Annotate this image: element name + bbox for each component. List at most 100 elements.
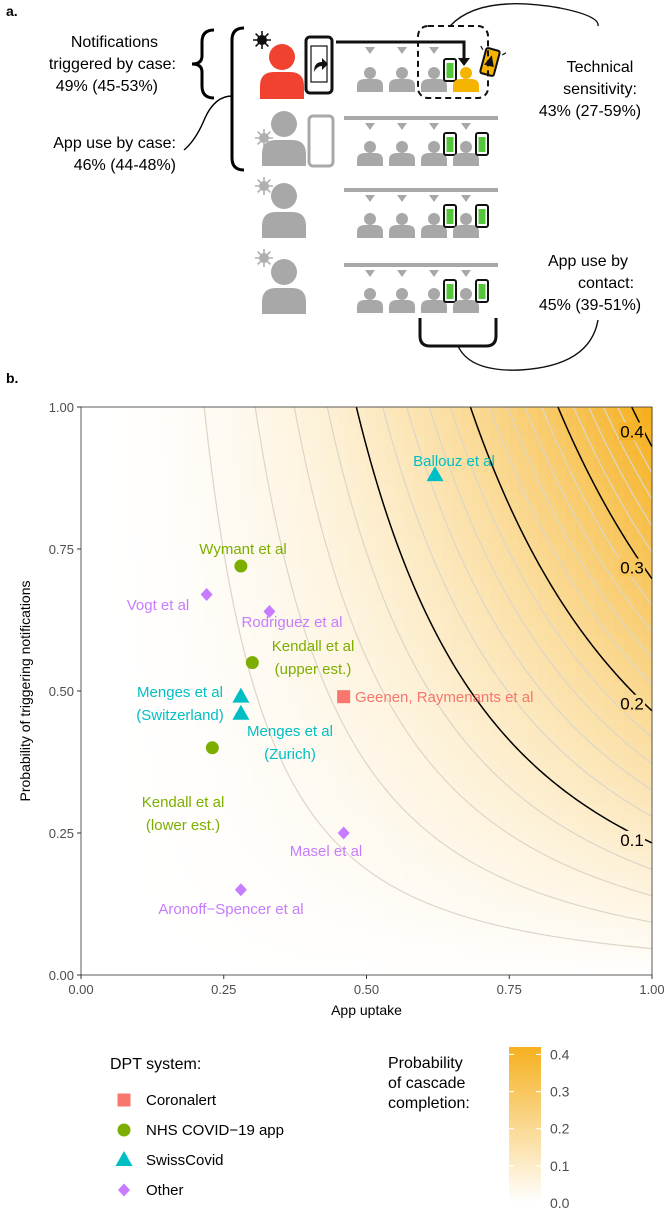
heat-cell xyxy=(185,520,196,531)
heat-cell xyxy=(423,492,434,503)
heat-cell xyxy=(290,757,301,768)
heat-cell xyxy=(223,861,234,872)
heat-cell xyxy=(642,511,653,522)
heat-cell xyxy=(632,709,644,720)
heat-cell xyxy=(204,634,215,645)
heat-cell xyxy=(318,662,330,673)
heat-cell xyxy=(185,681,196,692)
heat-cell xyxy=(547,643,558,654)
point-label: Vogt et al xyxy=(127,597,190,614)
heat-cell xyxy=(376,454,387,465)
heat-cell xyxy=(81,454,92,465)
heat-cell xyxy=(166,662,177,673)
heat-cell xyxy=(166,643,177,654)
heat-cell xyxy=(575,425,586,436)
heat-cell xyxy=(261,889,272,900)
heat-cell xyxy=(385,719,396,730)
heat-cell xyxy=(442,747,453,758)
heat-cell xyxy=(280,586,291,597)
heat-cell xyxy=(575,757,586,768)
heat-cell xyxy=(423,728,434,739)
heat-cell xyxy=(166,870,177,881)
heat-cell xyxy=(204,530,215,541)
heat-cell xyxy=(642,766,653,777)
heat-cell xyxy=(271,747,282,758)
heat-cell xyxy=(309,861,320,872)
heat-cell xyxy=(309,530,320,541)
heat-cell xyxy=(347,672,358,683)
heat-cell xyxy=(328,842,339,853)
heat-cell xyxy=(433,482,444,493)
heat-cell xyxy=(547,492,558,503)
heat-cell xyxy=(81,861,92,872)
heat-cell xyxy=(290,530,301,541)
heat-cell xyxy=(366,804,377,815)
heat-cell xyxy=(613,889,625,900)
heat-cell xyxy=(242,549,253,560)
heat-cell xyxy=(528,899,539,910)
heat-cell xyxy=(366,435,377,446)
heat-cell xyxy=(119,473,130,484)
heat-cell xyxy=(499,482,510,493)
heat-cell xyxy=(195,814,206,825)
heat-cell xyxy=(252,880,263,891)
heat-cell xyxy=(318,719,330,730)
heat-cell xyxy=(518,738,529,749)
heat-cell xyxy=(299,700,310,711)
heat-cell xyxy=(585,814,596,825)
heat-cell xyxy=(356,700,368,711)
heat-cell xyxy=(318,435,330,446)
heat-cell xyxy=(185,956,196,967)
contour-label-bg xyxy=(619,422,646,441)
heat-cell xyxy=(471,851,482,862)
heat-cell xyxy=(461,889,472,900)
heat-cell xyxy=(575,435,586,446)
heat-cell xyxy=(509,965,520,976)
heat-cell xyxy=(499,946,510,957)
heat-cell xyxy=(185,918,196,929)
heat-cell xyxy=(480,918,491,929)
heat-cell xyxy=(223,539,234,550)
heat-cell xyxy=(528,785,539,796)
heat-cell xyxy=(585,511,596,522)
heat-cell xyxy=(242,738,253,749)
heat-cell xyxy=(328,719,339,730)
heat-cell xyxy=(480,795,491,806)
heat-cell xyxy=(423,511,434,522)
heat-cell xyxy=(537,691,548,702)
heat-cell xyxy=(471,643,482,654)
heat-cell xyxy=(585,776,596,787)
heat-cell xyxy=(176,861,187,872)
heat-cell xyxy=(204,795,215,806)
heat-cell xyxy=(299,672,310,683)
heat-cell xyxy=(299,795,310,806)
heat-cell xyxy=(195,615,206,626)
heat-cell xyxy=(604,615,615,626)
heat-cell xyxy=(376,501,387,512)
heat-cell xyxy=(547,605,558,616)
heat-cell xyxy=(385,833,396,844)
heat-cell xyxy=(395,615,406,626)
heat-cell xyxy=(223,435,234,446)
heat-cell xyxy=(613,814,625,825)
heat-cell xyxy=(537,577,548,588)
heat-cell xyxy=(261,416,272,427)
heat-cell xyxy=(252,482,263,493)
heat-cell xyxy=(376,425,387,436)
heat-cell xyxy=(452,416,463,427)
heat-cell xyxy=(471,700,482,711)
heat-cell xyxy=(204,700,215,711)
heat-cell xyxy=(157,937,168,948)
heat-cell xyxy=(509,530,520,541)
heat-cell xyxy=(499,709,510,720)
heat-cell xyxy=(100,501,111,512)
heat-cell xyxy=(414,776,425,787)
heat-cell xyxy=(547,416,558,427)
heat-cell xyxy=(328,889,339,900)
heat-cell xyxy=(566,482,577,493)
heat-cell xyxy=(299,757,310,768)
heat-cell xyxy=(261,567,272,578)
heat-cell xyxy=(499,965,510,976)
notif-label-line1: Notifications xyxy=(71,34,158,51)
heat-cell xyxy=(299,889,310,900)
